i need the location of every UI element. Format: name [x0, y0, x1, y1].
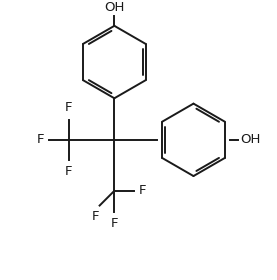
Text: F: F — [92, 209, 99, 223]
Text: F: F — [65, 101, 73, 114]
Text: OH: OH — [104, 1, 125, 14]
Text: F: F — [111, 217, 118, 230]
Text: F: F — [37, 133, 45, 146]
Text: OH: OH — [240, 133, 260, 146]
Text: F: F — [138, 184, 146, 197]
Text: F: F — [65, 165, 73, 178]
